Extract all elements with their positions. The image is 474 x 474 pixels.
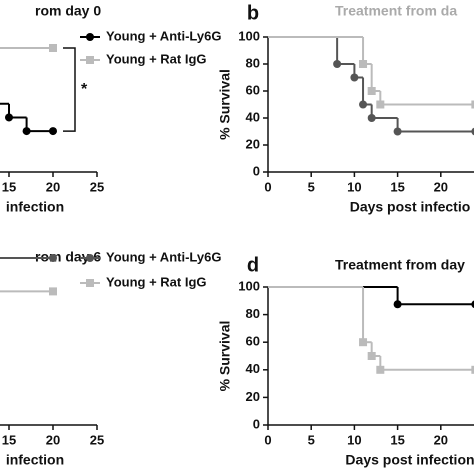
panel-title: Treatment from da xyxy=(335,3,457,19)
x-tick-label: 15 xyxy=(390,432,404,447)
y-tick-label: 100 xyxy=(238,28,260,43)
survival-point xyxy=(49,254,57,262)
x-tick-label: 10 xyxy=(347,432,361,447)
legend-label: Young + Anti-Ly6G xyxy=(106,249,221,264)
x-axis-label: infection xyxy=(6,452,64,468)
survival-point xyxy=(49,287,57,296)
x-axis-label: Days post infection xyxy=(345,452,474,468)
survival-point xyxy=(49,44,57,52)
legend-label: Young + Rat IgG xyxy=(106,51,207,66)
x-tick-label: 0 xyxy=(264,179,271,194)
legend-marker xyxy=(86,279,94,287)
survival-point xyxy=(471,127,474,136)
x-tick-label: 10 xyxy=(347,179,361,194)
x-tick-label: 5 xyxy=(308,432,315,447)
x-tick-label: 20 xyxy=(46,179,60,194)
survival-point xyxy=(471,365,474,374)
x-tick-label: 25 xyxy=(90,179,104,194)
y-tick-label: 0 xyxy=(253,163,260,178)
x-axis-label: infection xyxy=(6,199,64,215)
survival-point xyxy=(471,300,474,309)
y-tick-label: 60 xyxy=(246,334,260,349)
survival-point xyxy=(49,127,57,136)
legend-label: Young + Anti-Ly6G xyxy=(106,28,221,43)
y-tick-label: 100 xyxy=(238,278,260,293)
significance-mark: * xyxy=(81,81,88,98)
x-tick-label: 20 xyxy=(46,432,60,447)
panel-title: Treatment from day xyxy=(335,257,465,273)
y-tick-label: 60 xyxy=(246,82,260,97)
x-tick-label: 20 xyxy=(434,432,448,447)
y-axis-label: % Survival xyxy=(217,321,233,392)
survival-point xyxy=(471,100,474,109)
significance-bracket xyxy=(63,47,76,132)
panel-label: b xyxy=(247,2,259,24)
x-tick-label: 20 xyxy=(434,179,448,194)
y-tick-label: 80 xyxy=(246,55,260,70)
legend-marker xyxy=(86,254,94,262)
legend-label: Young + Rat IgG xyxy=(106,274,207,289)
legend-marker xyxy=(86,33,94,41)
y-tick-label: 0 xyxy=(253,416,260,431)
y-tick-label: 40 xyxy=(246,109,260,124)
legend-marker xyxy=(86,56,94,64)
x-tick-label: 15 xyxy=(2,179,16,194)
x-tick-label: 25 xyxy=(90,432,104,447)
y-tick-label: 20 xyxy=(246,136,260,151)
x-tick-label: 15 xyxy=(390,179,404,194)
y-tick-label: 80 xyxy=(246,306,260,321)
x-axis-label: Days post infectio xyxy=(350,199,471,215)
y-axis-label: % Survival xyxy=(217,69,233,140)
x-tick-label: 5 xyxy=(308,179,315,194)
x-tick-label: 0 xyxy=(264,432,271,447)
y-tick-label: 40 xyxy=(246,361,260,376)
panel-title: rom day 0 xyxy=(35,3,101,19)
y-tick-label: 20 xyxy=(246,389,260,404)
panel-label: d xyxy=(247,254,259,276)
x-tick-label: 15 xyxy=(2,432,16,447)
